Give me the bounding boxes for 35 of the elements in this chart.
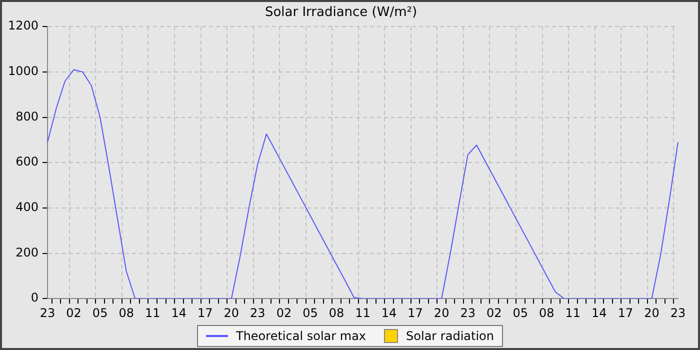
x-tick-label: 20 xyxy=(434,306,450,320)
x-tick-label: 11 xyxy=(144,306,160,320)
chart-title: Solar Irradiance (W/m²) xyxy=(264,5,418,20)
y-tick-label: 800 xyxy=(16,109,39,124)
x-tick-label: 02 xyxy=(486,306,502,320)
x-tick-label: 17 xyxy=(408,306,423,320)
x-tick-label: 23 xyxy=(670,306,686,320)
x-tick-label: 08 xyxy=(539,306,554,320)
x-tick-label: 17 xyxy=(198,306,213,320)
x-tick-label: 08 xyxy=(118,306,134,320)
y-tick-label: 1000 xyxy=(8,64,39,78)
x-tick-label: 11 xyxy=(565,306,581,320)
x-tick-label: 23 xyxy=(40,306,56,320)
x-tick-label: 23 xyxy=(460,306,476,320)
x-tick-label: 05 xyxy=(302,306,318,320)
x-tick-label: 14 xyxy=(592,306,607,320)
x-tick-label: 14 xyxy=(381,306,397,320)
x-tick-label: 23 xyxy=(250,306,266,320)
x-tick-label: 20 xyxy=(644,306,660,320)
y-tick-label: 0 xyxy=(30,290,39,305)
legend-label: Solar radiation xyxy=(406,329,494,343)
x-tick-label: 11 xyxy=(355,306,370,320)
y-tick-label: 1200 xyxy=(8,18,39,33)
x-tick-label: 14 xyxy=(171,306,187,320)
x-tick-label: 05 xyxy=(92,306,108,320)
y-tick-label: 400 xyxy=(16,200,39,214)
x-tick-label: 02 xyxy=(66,306,82,320)
x-tick-label: 05 xyxy=(512,306,528,320)
y-tick-label: 600 xyxy=(16,154,39,169)
legend-label: Theoretical solar max xyxy=(236,329,366,343)
x-tick-label: 02 xyxy=(276,306,292,320)
x-tick-label: 08 xyxy=(328,306,344,320)
x-tick-label: 20 xyxy=(224,306,240,320)
x-tick-label: 17 xyxy=(618,306,634,320)
y-tick-label: 200 xyxy=(16,245,39,260)
